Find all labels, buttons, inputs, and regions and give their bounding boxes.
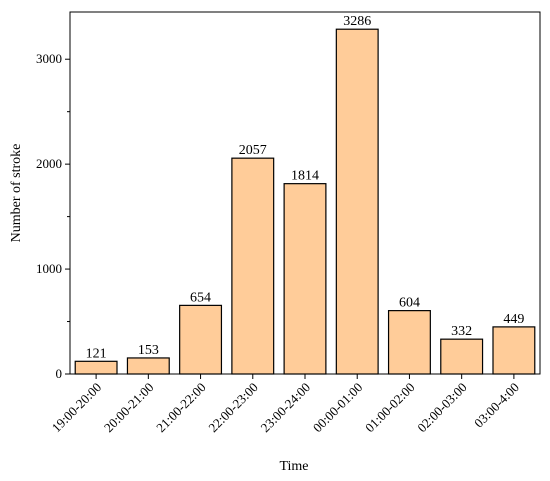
bar bbox=[74, 360, 118, 375]
x-tick-label: 01:00-02:00 bbox=[362, 380, 418, 436]
bars-group: 121 153 654 2057 1814 3286 604 332 449 bbox=[74, 14, 536, 375]
x-tick-label: 21:00-22:00 bbox=[153, 380, 209, 436]
x-axis-title: Time bbox=[279, 459, 308, 474]
y-axis-title: Number of stroke bbox=[9, 144, 24, 243]
bar-value-label: 654 bbox=[190, 290, 211, 305]
x-tick-label: 02:00-03:00 bbox=[414, 380, 470, 436]
bar bbox=[387, 310, 431, 375]
bar bbox=[283, 183, 327, 375]
x-tick-label: 23:00-24:00 bbox=[258, 380, 314, 436]
y-tick-label: 3000 bbox=[36, 51, 62, 66]
x-tick-label: 00:00-01:00 bbox=[310, 380, 366, 436]
bar-value-label: 449 bbox=[503, 312, 524, 327]
x-axis: 19:00-20:0020:00-21:0021:00-22:0022:00-2… bbox=[49, 374, 522, 435]
bar bbox=[231, 157, 275, 375]
bar bbox=[179, 304, 223, 375]
bar bbox=[126, 357, 170, 375]
y-axis: 0 1000 2000 3000 bbox=[36, 51, 70, 381]
x-tick-label: 22:00-23:00 bbox=[205, 380, 261, 436]
x-tick-label: 20:00-21:00 bbox=[101, 380, 157, 436]
bar bbox=[335, 28, 379, 375]
bar bbox=[492, 326, 536, 375]
y-tick-label: 0 bbox=[56, 366, 63, 381]
bar-value-label: 1814 bbox=[291, 169, 319, 184]
bar-value-label: 153 bbox=[138, 343, 159, 358]
y-tick-label: 2000 bbox=[36, 156, 62, 171]
x-tick-label: 19:00-20:00 bbox=[49, 380, 105, 436]
bar-value-label: 121 bbox=[86, 346, 107, 361]
bar-value-label: 332 bbox=[451, 324, 472, 339]
bar-value-label: 604 bbox=[399, 296, 420, 311]
x-tick-label: 03:00-4:00 bbox=[471, 380, 522, 431]
bar bbox=[440, 338, 484, 375]
bar-value-label: 3286 bbox=[343, 14, 371, 29]
bar-value-label: 2057 bbox=[239, 143, 267, 158]
y-tick-label: 1000 bbox=[36, 261, 62, 276]
